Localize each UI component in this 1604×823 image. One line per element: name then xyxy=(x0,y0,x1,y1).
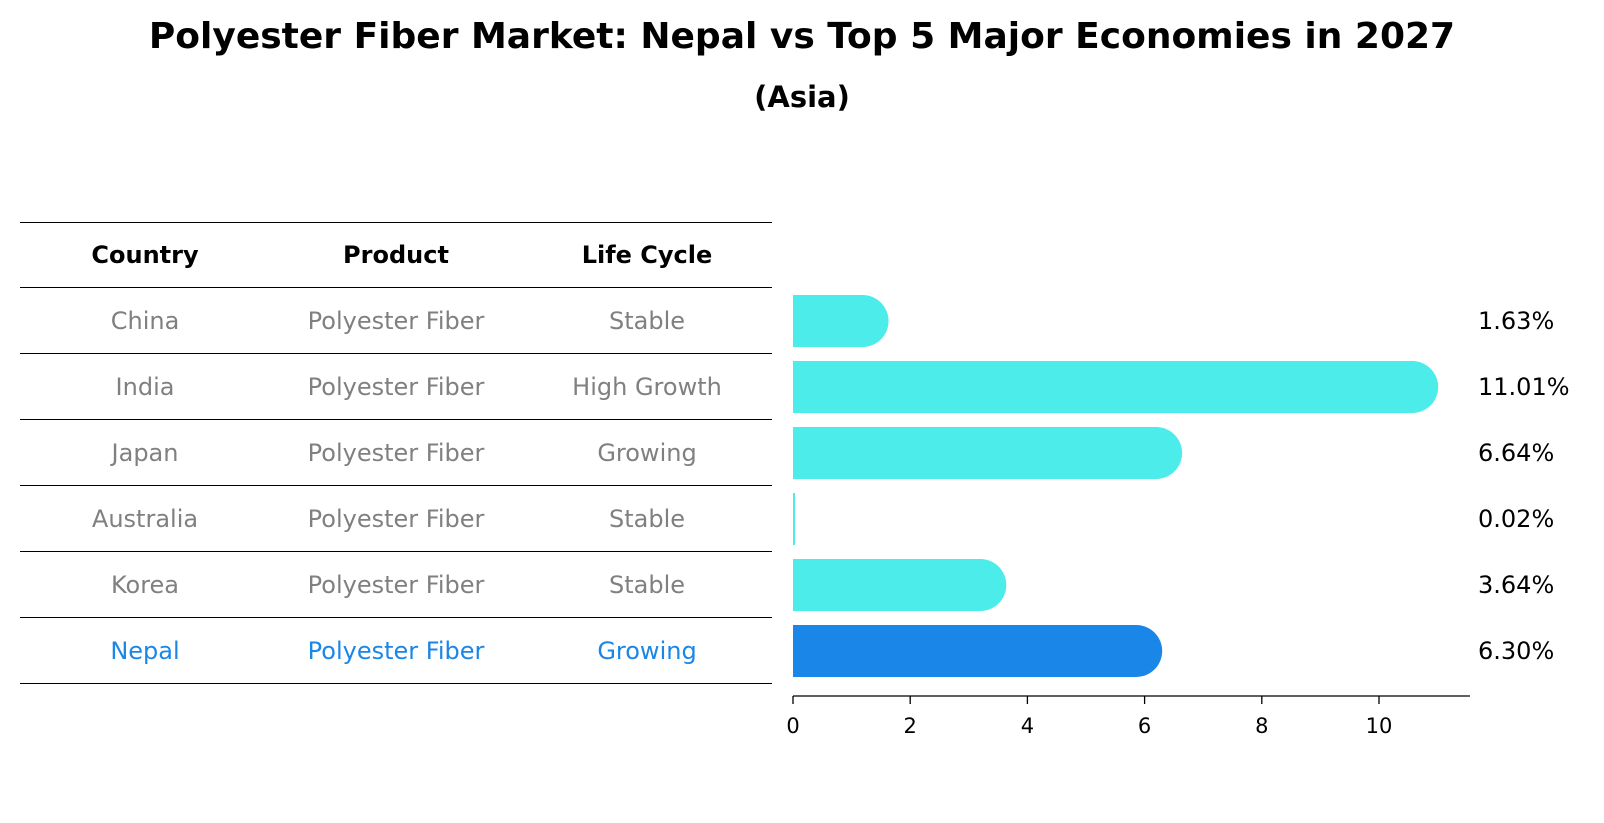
x-tick-label: 0 xyxy=(786,714,799,738)
value-label-japan: 6.64% xyxy=(1478,439,1554,467)
header-life-cycle: Life Cycle xyxy=(581,241,713,269)
cell-life-cycle: Stable xyxy=(608,306,686,335)
cell-country: Korea xyxy=(110,570,180,599)
bar-china xyxy=(793,295,889,347)
value-label-nepal: 6.30% xyxy=(1478,637,1554,665)
bar-australia xyxy=(793,493,795,545)
x-tick-label: 6 xyxy=(1138,714,1151,738)
table-row: China Polyester Fiber Stable xyxy=(20,288,772,354)
cell-product: Polyester Fiber xyxy=(307,372,485,401)
bar-korea xyxy=(793,559,1007,611)
cell-life-cycle: Growing xyxy=(597,438,697,467)
cell-country: India xyxy=(115,372,175,401)
x-tick-label: 8 xyxy=(1255,714,1268,738)
value-label-korea: 3.64% xyxy=(1478,571,1554,599)
x-tick-label: 4 xyxy=(1021,714,1034,738)
cell-product: Polyester Fiber xyxy=(307,636,485,665)
value-label-china: 1.63% xyxy=(1478,307,1554,335)
value-label-australia: 0.02% xyxy=(1478,505,1554,533)
table-row: Korea Polyester Fiber Stable xyxy=(20,552,772,618)
table-row: Australia Polyester Fiber Stable xyxy=(20,486,772,552)
value-label-india: 11.01% xyxy=(1478,373,1570,401)
cell-product: Polyester Fiber xyxy=(307,504,485,533)
x-tick-label: 2 xyxy=(904,714,917,738)
header-country: Country xyxy=(91,241,199,269)
chart-subtitle: (Asia) xyxy=(754,80,850,114)
cell-life-cycle: High Growth xyxy=(572,372,722,401)
cell-life-cycle: Growing xyxy=(597,636,697,665)
cell-product: Polyester Fiber xyxy=(307,306,485,335)
cell-country: Nepal xyxy=(110,636,180,665)
table-header-row: Country Product Life Cycle xyxy=(20,222,772,288)
cell-life-cycle: Stable xyxy=(608,504,686,533)
cell-product: Polyester Fiber xyxy=(307,438,485,467)
cell-country: Australia xyxy=(91,504,199,533)
table-row-highlight: Nepal Polyester Fiber Growing xyxy=(20,618,772,684)
table-row: Japan Polyester Fiber Growing xyxy=(20,420,772,486)
bar-japan xyxy=(793,427,1183,479)
table-row: India Polyester Fiber High Growth xyxy=(20,354,772,420)
bar-india xyxy=(793,361,1439,413)
cell-product: Polyester Fiber xyxy=(307,570,485,599)
header-product: Product xyxy=(343,241,449,269)
cell-country: Japan xyxy=(111,438,179,467)
data-table: Country Product Life Cycle China Polyest… xyxy=(20,222,772,684)
bar-nepal xyxy=(793,625,1163,677)
cell-country: China xyxy=(110,306,180,335)
cell-life-cycle: Stable xyxy=(608,570,686,599)
chart-title: Polyester Fiber Market: Nepal vs Top 5 M… xyxy=(148,16,1456,57)
x-tick-label: 10 xyxy=(1366,714,1393,738)
